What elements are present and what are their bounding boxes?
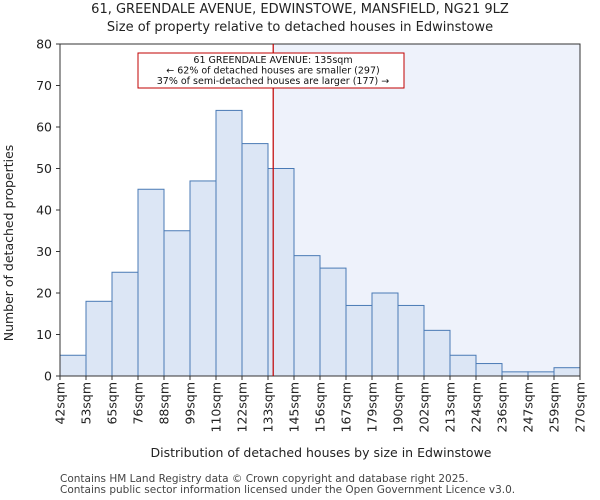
footer-copyright: Contains HM Land Registry data © Crown c…	[60, 473, 469, 485]
bar	[449, 354, 477, 377]
annotation-box	[137, 52, 405, 89]
x-tick-label: 156sqm	[313, 382, 328, 432]
y-tick-label: 50	[36, 161, 52, 176]
y-tick-label: 30	[36, 244, 52, 259]
bar	[267, 168, 295, 377]
x-tick-label: 99sqm	[183, 382, 198, 425]
bar	[501, 371, 529, 377]
bar	[215, 109, 243, 377]
x-tick-label: 53sqm	[79, 382, 94, 425]
chart-subtitle: Size of property relative to detached ho…	[106, 20, 494, 35]
y-axis-label: Number of detached properties	[1, 145, 16, 342]
x-tick-label: 133sqm	[261, 382, 276, 432]
bar	[111, 271, 139, 377]
bar	[475, 363, 503, 377]
y-tick-label: 20	[36, 286, 52, 301]
y-tick-label: 70	[36, 78, 52, 93]
footer-licence: Contains public sector information licen…	[60, 484, 516, 496]
chart-title: 61, GREENDALE AVENUE, EDWINSTOWE, MANSFI…	[91, 2, 509, 17]
x-tick-label: 88sqm	[157, 382, 172, 425]
x-tick-label: 65sqm	[105, 382, 120, 425]
x-tick-label: 42sqm	[53, 382, 68, 425]
bar	[527, 371, 555, 377]
annotation-line: ← 62% of detached houses are smaller (29…	[166, 66, 379, 77]
bar	[397, 304, 425, 377]
bar	[59, 354, 87, 377]
y-tick-label: 80	[36, 37, 52, 52]
bar	[137, 188, 165, 377]
x-tick-label: 179sqm	[365, 382, 380, 432]
x-tick-label: 167sqm	[339, 382, 354, 432]
y-tick-label: 0	[44, 369, 52, 384]
x-tick-label: 202sqm	[417, 382, 432, 432]
x-tick-label: 259sqm	[547, 382, 562, 432]
y-tick-label: 60	[36, 120, 52, 135]
x-tick-label: 110sqm	[209, 382, 224, 432]
bar	[189, 180, 217, 377]
bar	[371, 292, 399, 377]
bar	[293, 255, 321, 377]
bar	[553, 367, 581, 377]
bar	[319, 267, 347, 377]
x-tick-label: 247sqm	[521, 382, 536, 432]
annotation-line: 37% of semi-detached houses are larger (…	[157, 76, 390, 87]
y-tick-label: 10	[36, 327, 52, 342]
bar	[241, 143, 269, 377]
x-tick-label: 236sqm	[495, 382, 510, 432]
x-tick-label: 190sqm	[391, 382, 406, 432]
x-tick-label: 213sqm	[443, 382, 458, 432]
x-tick-label: 145sqm	[287, 382, 302, 432]
y-tick-label: 40	[36, 203, 52, 218]
bar	[85, 300, 113, 377]
bar	[163, 230, 191, 377]
x-tick-label: 76sqm	[131, 382, 146, 425]
x-tick-label: 224sqm	[469, 382, 484, 432]
bar	[423, 329, 451, 377]
x-axis-label: Distribution of detached houses by size …	[151, 445, 492, 460]
x-tick-label: 122sqm	[235, 382, 250, 432]
annotation-line: 61 GREENDALE AVENUE: 135sqm	[193, 55, 352, 66]
x-tick-label: 270sqm	[573, 382, 588, 432]
bar	[345, 304, 373, 377]
